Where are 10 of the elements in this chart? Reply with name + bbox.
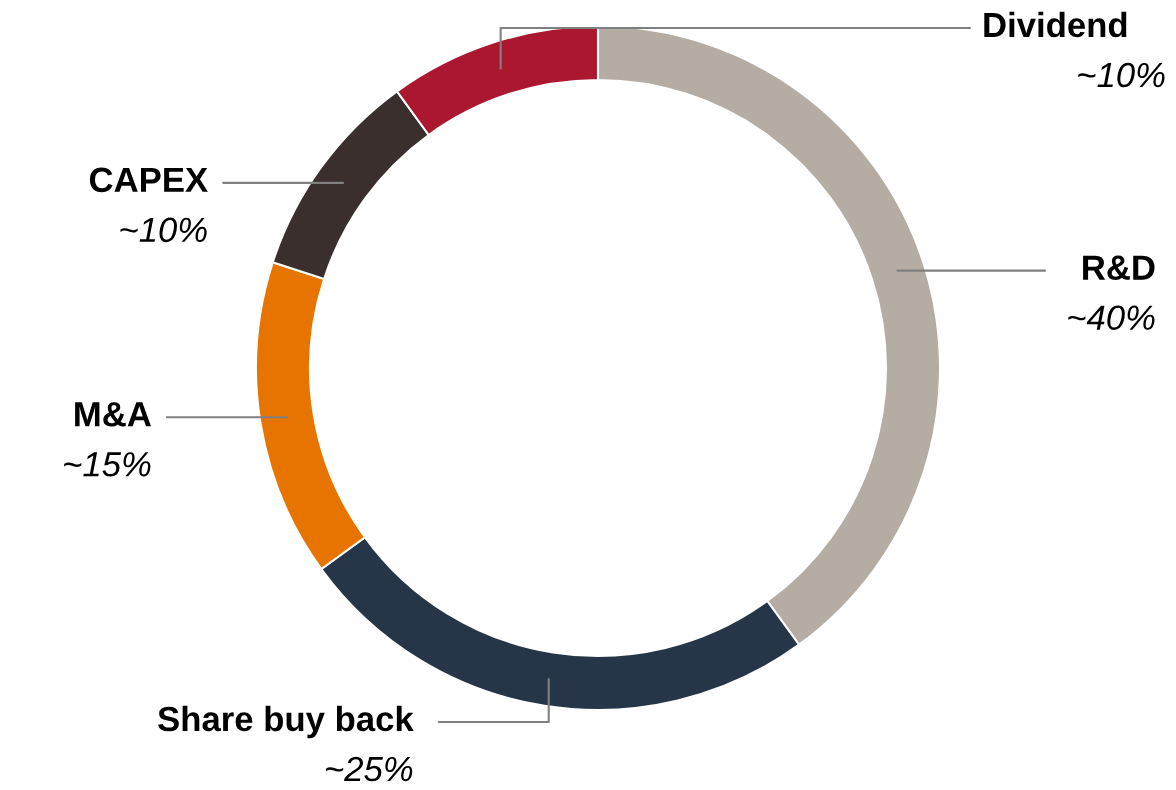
- slice-label: M&A: [75, 402, 151, 427]
- slice-label: CAPEX: [89, 167, 208, 193]
- slice-label: Dividend: [984, 11, 1127, 38]
- data-label: ~40%: [1068, 305, 1155, 330]
- data-label: ~25%: [326, 756, 413, 782]
- data-label: ~15%: [64, 452, 151, 477]
- data-label: ~10%: [120, 217, 207, 243]
- data-label: ~10%: [1078, 62, 1165, 88]
- slice-label: Share buy back: [158, 705, 414, 739]
- slice-label: R&D: [1083, 255, 1155, 280]
